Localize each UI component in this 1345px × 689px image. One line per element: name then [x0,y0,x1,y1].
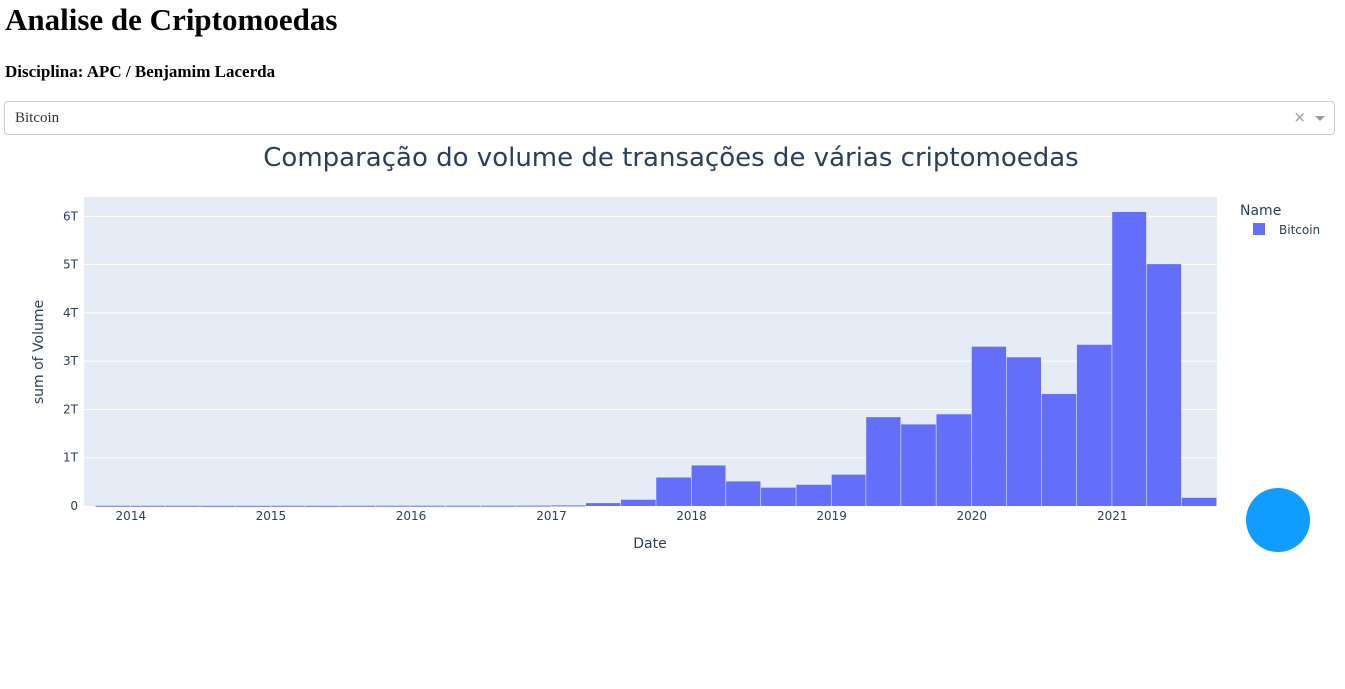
bar[interactable] [726,481,761,506]
bar[interactable] [270,505,305,507]
clear-icon[interactable]: × [1293,108,1306,126]
bar[interactable] [165,505,200,507]
bar[interactable] [516,505,551,507]
x-tick-label: 2016 [396,509,427,523]
bar[interactable] [200,505,236,507]
y-tick-label: 1T [63,451,79,465]
y-tick-labels: 0 1T 2T 3T 4T 5T 6T [63,209,79,513]
bar[interactable] [130,505,165,507]
x-tick-label: 2021 [1097,509,1128,523]
x-tick-labels: 2014 2015 2016 2017 2018 2019 2020 2021 [116,509,1128,523]
y-tick-label: 2T [63,402,79,416]
x-tick-label: 2019 [816,509,847,523]
page-subtitle: Disciplina: APC / Benjamim Lacerda [5,62,276,81]
y-axis-label: sum of Volume [31,300,47,404]
bar[interactable] [620,499,656,506]
bar[interactable] [445,505,481,507]
bar[interactable] [866,417,901,506]
bar[interactable] [901,424,936,506]
bar[interactable] [656,477,691,506]
bar[interactable] [1041,393,1077,506]
chevron-down-icon[interactable] [1315,116,1325,121]
bar[interactable] [480,505,516,507]
chart-title: Comparação do volume de transações de vá… [263,143,1078,173]
y-tick-label: 6T [63,209,79,223]
x-tick-label: 2017 [536,509,567,523]
bar[interactable] [375,505,411,507]
bar[interactable] [796,484,832,506]
bar[interactable] [831,474,866,506]
bar[interactable] [936,414,972,506]
volume-chart: Comparação do volume de transações de vá… [31,143,1320,552]
x-tick-label: 2018 [676,509,707,523]
legend-swatch[interactable] [1253,223,1265,235]
grid-lines [84,215,1217,459]
bar[interactable] [1006,357,1041,506]
bar[interactable] [551,505,586,507]
x-tick-label: 2014 [116,509,147,523]
bars [95,211,1217,507]
y-tick-label: 5T [63,258,79,272]
bar[interactable] [95,505,131,507]
x-tick-label: 2020 [956,509,987,523]
legend-item-bitcoin[interactable]: Bitcoin [1279,223,1320,237]
bar[interactable] [971,346,1007,506]
legend-title: Name [1240,203,1281,219]
bar[interactable] [586,503,621,506]
bar[interactable] [340,505,376,507]
page-title: Analise de Criptomoedas [5,2,338,37]
bar[interactable] [305,505,340,507]
bar[interactable] [1146,264,1182,506]
y-tick-label: 4T [63,306,79,320]
bar[interactable] [411,505,446,507]
bar[interactable] [1112,211,1147,506]
x-axis-label: Date [633,536,666,552]
crypto-dropdown[interactable]: Bitcoin × [4,101,1335,135]
bar[interactable] [1076,344,1112,506]
code-icon [1260,642,1296,672]
bar[interactable] [1181,497,1217,506]
y-tick-label: 3T [63,354,79,368]
bar[interactable] [235,505,271,507]
debug-toggle-button[interactable] [1246,488,1310,672]
bar[interactable] [761,487,796,506]
x-tick-label: 2015 [256,509,287,523]
y-tick-label: 0 [70,499,78,513]
bar[interactable] [691,465,726,506]
dropdown-selected-value: Bitcoin [15,110,60,126]
